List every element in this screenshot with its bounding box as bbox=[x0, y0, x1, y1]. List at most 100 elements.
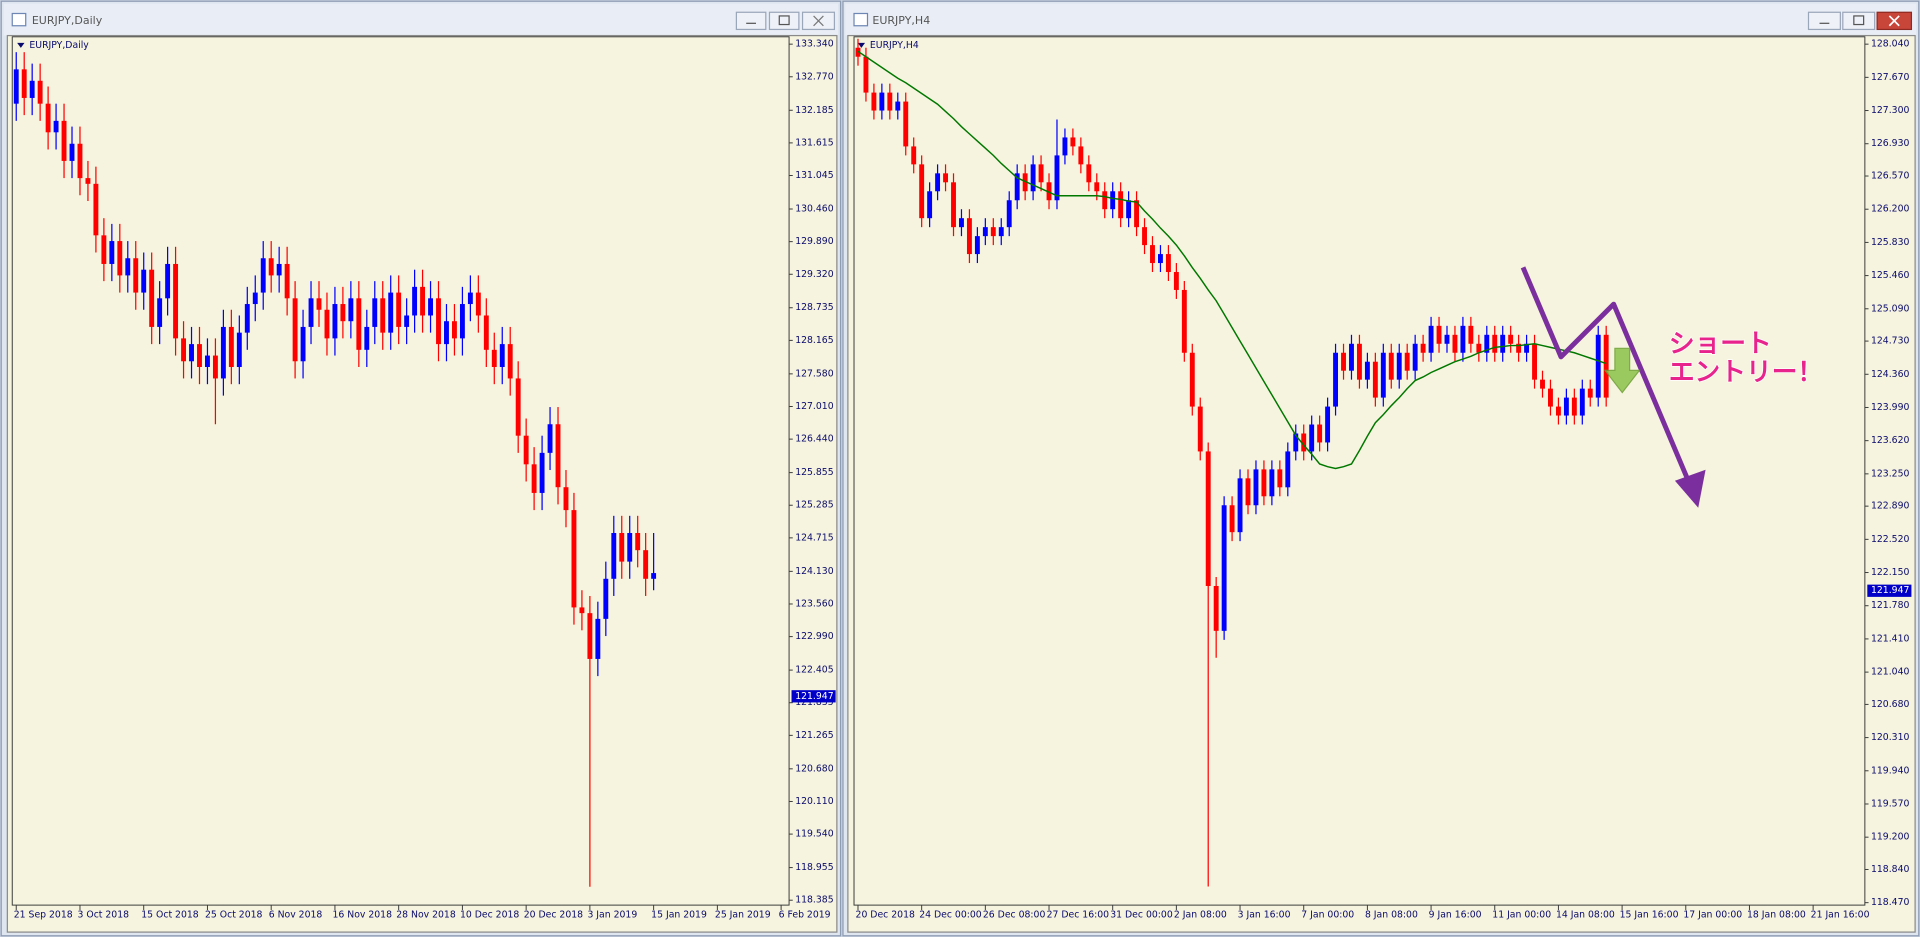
x-tick-label: 24 Dec 00:00 bbox=[919, 909, 982, 920]
x-tick-label: 6 Nov 2018 bbox=[269, 909, 323, 920]
plot-frame bbox=[853, 36, 1866, 906]
candle-body bbox=[1388, 352, 1394, 380]
candle-body bbox=[1205, 451, 1211, 586]
candle-body bbox=[635, 532, 641, 551]
y-tick-label: 123.560 bbox=[795, 598, 834, 609]
candle-body bbox=[1126, 200, 1132, 219]
candle-body bbox=[1006, 200, 1012, 228]
x-tick-label: 16 Nov 2018 bbox=[332, 909, 392, 920]
candle-body bbox=[396, 292, 402, 327]
candle-body bbox=[1428, 325, 1434, 353]
candle-body bbox=[1516, 343, 1522, 353]
y-tick-label: 121.410 bbox=[1871, 633, 1910, 644]
candle-body bbox=[990, 227, 996, 237]
window-left: EURJPY,Daily EURJPY,Daily bbox=[0, 0, 842, 937]
y-tick-label: 132.185 bbox=[795, 105, 834, 116]
candle-body bbox=[1309, 424, 1315, 452]
candle-body bbox=[1269, 469, 1275, 497]
y-tick-label: 127.580 bbox=[795, 368, 834, 379]
x-tick-label: 14 Jan 08:00 bbox=[1556, 909, 1615, 920]
window-icon bbox=[11, 12, 27, 27]
candle-body bbox=[555, 424, 561, 488]
candle-body bbox=[1142, 227, 1147, 246]
x-tick-label: 2 Jan 08:00 bbox=[1174, 909, 1227, 920]
y-tick-label: 118.840 bbox=[1871, 864, 1910, 875]
annotation-text: エントリー！ bbox=[1669, 357, 1823, 387]
candle-body bbox=[340, 304, 346, 322]
candle-body bbox=[228, 326, 234, 367]
y-tick-label: 123.250 bbox=[1871, 468, 1910, 479]
candle-body bbox=[491, 349, 497, 367]
candle-body bbox=[420, 286, 426, 316]
candle-body bbox=[619, 532, 625, 562]
candle-body bbox=[1277, 469, 1283, 488]
y-tick-label: 129.320 bbox=[795, 269, 834, 280]
y-tick-label: 124.360 bbox=[1871, 369, 1910, 380]
title-bar bbox=[3, 3, 839, 36]
candle-body bbox=[260, 258, 266, 293]
candle-body bbox=[571, 510, 577, 608]
candle-body bbox=[1046, 182, 1052, 201]
window-right: EURJPY,H4 EURJPY,H4 bbox=[842, 0, 1920, 937]
y-tick-label: 120.110 bbox=[795, 796, 834, 807]
y-tick-label: 121.265 bbox=[795, 730, 834, 741]
candle-body bbox=[1356, 343, 1362, 380]
y-tick-label: 121.835 bbox=[795, 697, 834, 708]
candle-body bbox=[935, 173, 941, 192]
plots: 133.340 132.770 132.185 131.615 131.045 130.4… bbox=[11, 36, 1912, 920]
candle-body bbox=[1134, 200, 1140, 228]
y-tick-label: 120.680 bbox=[1871, 699, 1910, 710]
candle-body bbox=[101, 235, 107, 264]
minimize-button[interactable] bbox=[1807, 11, 1841, 31]
y-tick-label: 125.285 bbox=[795, 500, 834, 511]
x-tick-label: 25 Jan 2019 bbox=[715, 909, 771, 920]
x-tick-label: 15 Jan 2019 bbox=[651, 909, 707, 920]
candle-body bbox=[85, 178, 91, 184]
candle-body bbox=[292, 298, 298, 362]
maximize-icon bbox=[1853, 15, 1865, 26]
candle-body bbox=[1054, 155, 1060, 201]
candle-body bbox=[1293, 433, 1299, 452]
minimize-button[interactable] bbox=[735, 11, 767, 31]
candle-body bbox=[1285, 451, 1291, 488]
candle-body bbox=[404, 315, 410, 327]
candle-body bbox=[220, 326, 226, 379]
candle-body bbox=[523, 435, 529, 465]
x-tick-label: 20 Dec 2018 bbox=[524, 909, 583, 920]
x-tick-label: 8 Jan 08:00 bbox=[1365, 909, 1418, 920]
candle-body bbox=[1548, 388, 1553, 407]
candle-body bbox=[428, 298, 433, 316]
candle-body bbox=[483, 315, 489, 350]
x-tick-label: 31 Dec 00:00 bbox=[1110, 909, 1173, 920]
candle-body bbox=[1253, 469, 1259, 506]
candle-body bbox=[117, 241, 123, 276]
chart-menu-icon[interactable] bbox=[857, 42, 866, 48]
candle-body bbox=[1102, 191, 1108, 210]
candle-body bbox=[998, 227, 1004, 237]
candle-body bbox=[911, 146, 917, 165]
candle-body bbox=[1396, 352, 1402, 380]
x-tick-label: 3 Oct 2018 bbox=[78, 909, 130, 920]
chart-menu-icon[interactable] bbox=[17, 42, 25, 48]
candle-body bbox=[300, 326, 306, 362]
window-icon bbox=[853, 12, 869, 27]
arrow-head bbox=[1674, 469, 1706, 508]
candle-body bbox=[1468, 325, 1474, 344]
candle-body bbox=[579, 607, 585, 614]
candle-body bbox=[1070, 137, 1076, 147]
candle-body bbox=[308, 298, 314, 327]
candle-body bbox=[1173, 272, 1179, 290]
y-tick-label: 122.890 bbox=[1871, 501, 1910, 512]
candle-body bbox=[149, 269, 155, 327]
candle-body bbox=[29, 80, 35, 98]
y-tick-label: 122.990 bbox=[795, 631, 834, 642]
x-tick-label: 15 Oct 2018 bbox=[141, 909, 199, 920]
maximize-button[interactable] bbox=[768, 11, 800, 31]
candle-body bbox=[1540, 379, 1545, 389]
candle-body bbox=[966, 218, 972, 255]
maximize-button[interactable] bbox=[1842, 11, 1876, 31]
y-tick-label: 119.940 bbox=[1871, 765, 1910, 776]
y-tick-label: 120.310 bbox=[1871, 732, 1910, 743]
candle-body bbox=[1245, 478, 1251, 506]
candle-body bbox=[879, 92, 885, 111]
